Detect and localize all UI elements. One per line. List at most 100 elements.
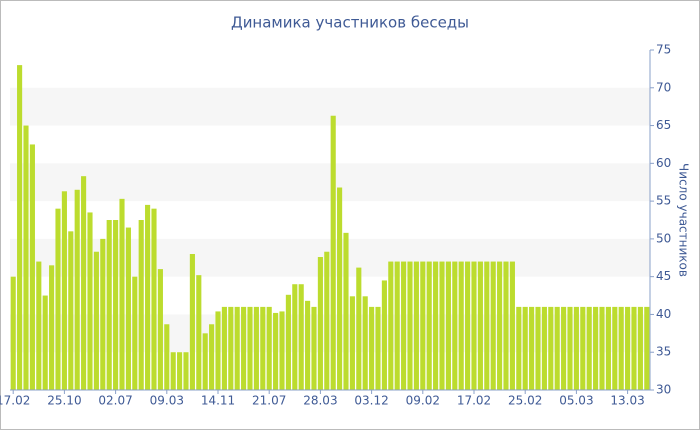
x-tick-label: 13.03	[610, 394, 644, 408]
bar	[599, 306, 605, 390]
x-tick-label: 28.03	[303, 394, 337, 408]
bar	[209, 324, 215, 390]
bar	[157, 269, 163, 390]
x-tick-label: 09.02	[406, 394, 440, 408]
bar	[221, 306, 227, 390]
bar	[413, 261, 419, 390]
bar	[279, 311, 285, 390]
bar	[298, 284, 304, 390]
bar	[522, 306, 528, 390]
bar	[305, 300, 311, 390]
bar	[497, 261, 503, 390]
bar	[87, 212, 93, 390]
x-tick-label: 21.07	[252, 394, 286, 408]
y-tick-label: 45	[656, 269, 671, 283]
bar	[394, 261, 400, 390]
bar	[452, 261, 458, 390]
bar	[516, 306, 522, 390]
bar	[573, 306, 579, 390]
bar	[433, 261, 439, 390]
bar	[10, 276, 16, 390]
x-tick-label: 03.12	[354, 394, 388, 408]
bar	[586, 306, 592, 390]
bar	[292, 284, 298, 390]
bar	[484, 261, 490, 390]
bar	[458, 261, 464, 390]
bar	[580, 306, 586, 390]
bar	[471, 261, 477, 390]
y-tick-label: 55	[656, 194, 671, 208]
bar	[644, 306, 650, 390]
bar	[618, 306, 624, 390]
bar	[132, 276, 138, 390]
bar	[215, 311, 221, 390]
chart-title: Динамика участников беседы	[231, 14, 469, 32]
y-tick-label: 30	[656, 383, 671, 397]
y-tick-label: 65	[656, 118, 671, 132]
bar	[548, 306, 554, 390]
bar	[349, 296, 355, 390]
bar	[388, 261, 394, 390]
bar	[170, 352, 176, 390]
bar	[49, 265, 55, 390]
bar	[625, 306, 631, 390]
bar	[260, 306, 266, 390]
bar	[189, 254, 195, 390]
bar	[164, 324, 170, 390]
y-axis-label: Число участников	[677, 163, 691, 277]
bar	[285, 294, 291, 390]
bar	[381, 280, 387, 390]
bar	[465, 261, 471, 390]
bar	[177, 352, 183, 390]
bar	[637, 306, 643, 390]
x-tick-label: 05.03	[559, 394, 593, 408]
bar	[119, 198, 125, 390]
grid-band	[10, 238, 650, 277]
bar	[113, 220, 119, 390]
bar	[375, 306, 381, 390]
bar	[311, 306, 317, 390]
bar	[234, 306, 240, 390]
bar	[330, 115, 336, 390]
bar	[228, 306, 234, 390]
bar	[125, 227, 131, 390]
bar	[343, 232, 349, 390]
bar	[503, 261, 509, 390]
bar	[196, 275, 202, 390]
x-tick-label: 17.02	[0, 394, 30, 408]
bar	[407, 261, 413, 390]
bar	[266, 306, 272, 390]
x-tick-label: 25.02	[508, 394, 542, 408]
bar	[17, 65, 23, 390]
bar	[36, 261, 42, 390]
y-tick-label: 70	[656, 80, 671, 94]
bar	[138, 220, 144, 390]
bar	[439, 261, 445, 390]
y-tick-label: 35	[656, 345, 671, 359]
bar	[477, 261, 483, 390]
y-tick-label: 75	[656, 43, 671, 57]
bar	[445, 261, 451, 390]
bar	[567, 306, 573, 390]
bar	[61, 191, 67, 390]
bar	[324, 251, 330, 390]
bar	[145, 204, 151, 390]
bar	[55, 208, 61, 390]
x-tick-label: 14.11	[201, 394, 235, 408]
bar	[401, 261, 407, 390]
bar	[356, 267, 362, 390]
bar	[426, 261, 432, 390]
bar	[509, 261, 515, 390]
bar	[561, 306, 567, 390]
x-tick-label: 25.10	[47, 394, 81, 408]
bar	[202, 333, 208, 390]
bar	[100, 238, 106, 390]
bar	[183, 352, 189, 390]
bar	[529, 306, 535, 390]
bar	[42, 295, 48, 390]
bar	[535, 306, 541, 390]
grid-band	[10, 87, 650, 126]
bar	[23, 125, 29, 391]
bar	[362, 296, 368, 390]
